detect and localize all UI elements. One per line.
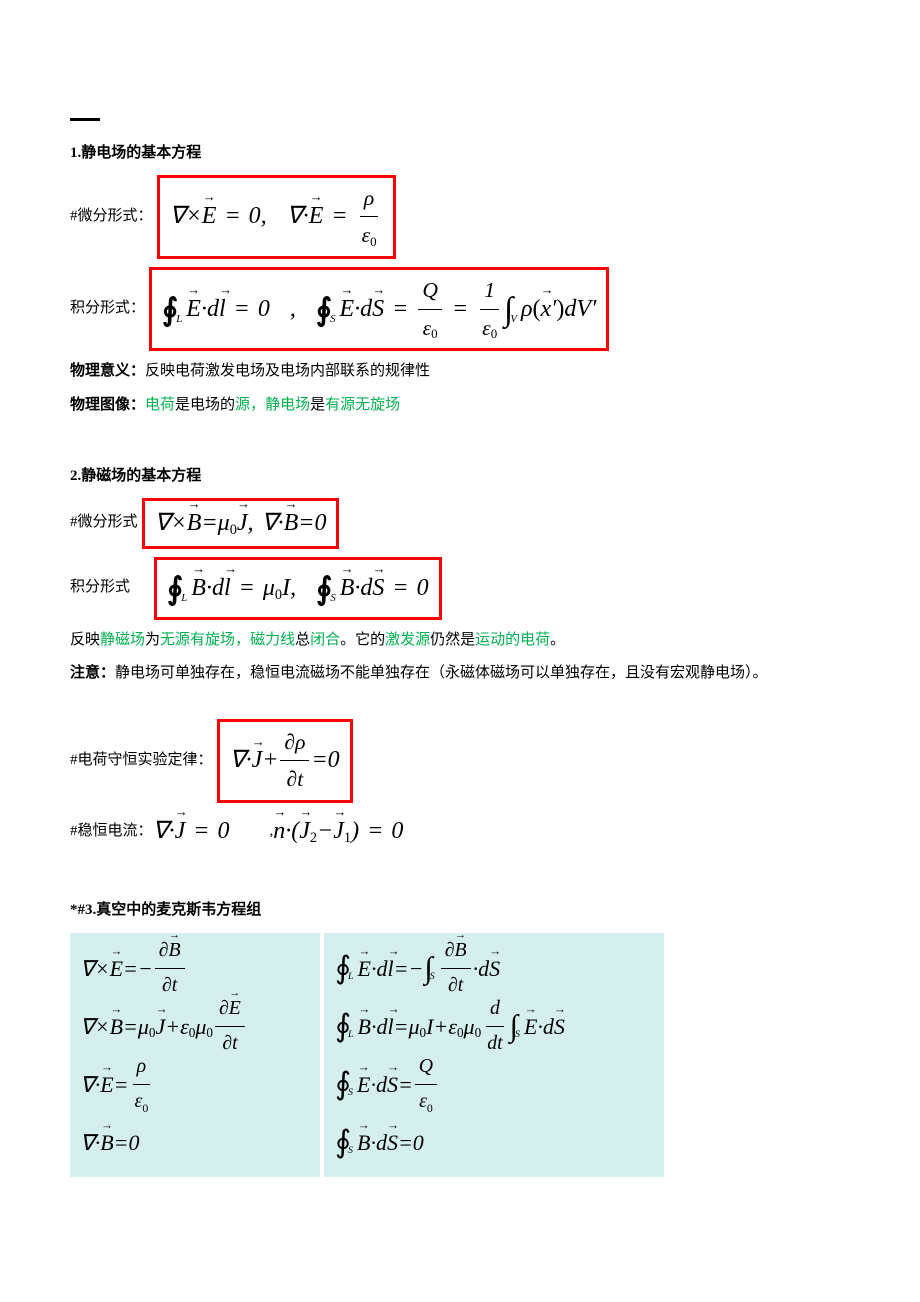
s1-meaning: 物理意义： 反映电荷激发电场及电场内部联系的规律性 [70,359,850,385]
s1-meaning-text: 反映电荷激发电场及电场内部联系的规律性 [145,359,430,385]
s1-img3b: 是 [310,393,325,419]
s2-steady-eq1: ∇·J=0 [153,811,230,852]
s2-int-eq: ∮LB·dl=μ0I, ∮SB·dS=0 [167,562,429,615]
s1-meaning-label: 物理意义： [70,359,145,385]
s2-int-row: 积分形式 ∮LB·dl=μ0I, ∮SB·dS=0 [70,557,850,620]
section-divider [70,118,850,133]
s1-int-box: ∮LE·dl=0, ∮SE·dS= Qε0 = 1ε0 ∫Vρ(x′)dV′ [149,267,609,351]
mx-l4: ∇·B=0 [80,1124,140,1161]
section3-title: *#3.真空中的麦克斯韦方程组 [70,898,850,924]
s1-int-row: 积分形式： ∮LE·dl=0, ∮SE·dS= Qε0 = 1ε0 ∫Vρ(x′… [70,267,850,351]
s1-img3: 静电场 [265,393,310,419]
k2: 静磁场 [100,628,145,654]
k4: 无源有旋场， [160,628,250,654]
s1-diff-row: #微分形式： ∇×E=0, ∇·E= ρε0 [70,175,850,259]
s1-img1: 电荷 [145,393,175,419]
s2-charge-label: #电荷守恒实验定律： [70,748,213,774]
k3: 为 [145,628,160,654]
s2-steady-eq2: n·(J2−J1)=0 [273,811,403,852]
s1-diff-label: #微分形式： [70,204,153,230]
s2-charge-row: #电荷守恒实验定律： ∇·J+∂ρ∂t=0 [70,719,850,803]
s2-note: 注意： 静电场可单独存在，稳恒电流磁场不能单独存在（永磁体磁场可以单独存在，且没… [70,661,850,687]
s1-img1b: 是电场的 [175,393,235,419]
section1-title: 1.静电场的基本方程 [70,141,850,167]
s2-charge-eq: ∇·J+∂ρ∂t=0 [230,724,340,798]
s2-int-label: 积分形式 [70,575,130,601]
s2-diff-eq: ∇×B=μ0J,∇·B=0 [155,503,327,544]
s2-reflect: 反映 静磁场 为 无源有旋场， 磁力线 总 闭合 。它的 激发源 仍然是 运动的… [70,628,850,654]
s2-note-text: 静电场可单独存在，稳恒电流磁场不能单独存在（永磁体磁场可以单独存在，且没有宏观静… [115,661,768,687]
s2-diff-box: ∇×B=μ0J,∇·B=0 [142,498,340,549]
s1-image: 物理图像： 电荷 是电场的 源， 静电场 是 有源无旋场 [70,393,850,419]
k7: 闭合 [310,628,340,654]
s1-img4: 有源无旋场 [325,393,400,419]
maxwell-container: ∇×E=−∂B∂t ∇×B=μ0J+ε0μ0∂E∂t ∇·E=ρε0 ∇·B=0… [70,931,850,1179]
k11: 运动的电荷 [475,628,550,654]
k12: 。 [550,628,565,654]
mx-l3: ∇·E=ρε0 [80,1050,154,1118]
s2-diff-label: #微分形式 [70,510,138,536]
mx-r4: ∮SB·dS=0 [334,1116,424,1168]
k10: 仍然是 [430,628,475,654]
k6: 总 [295,628,310,654]
s1-diff-box: ∇×E=0, ∇·E= ρε0 [157,175,396,259]
maxwell-left: ∇×E=−∂B∂t ∇×B=μ0J+ε0μ0∂E∂t ∇·E=ρε0 ∇·B=0 [70,933,320,1177]
k9: 激发源 [385,628,430,654]
s2-diff-row: #微分形式 ∇×B=μ0J,∇·B=0 [70,498,850,549]
mx-r3: ∮SE·dS=Qε0 [334,1050,439,1118]
maxwell-right: ∮LE·dl=−∫S∂B∂t·dS ∮LB·dl=μ0I+ε0μ0ddt∫SE·… [324,933,664,1177]
k5: 磁力线 [250,628,295,654]
s2-note-label: 注意： [70,661,115,687]
s1-image-label: 物理图像： [70,393,145,419]
section2-title: 2.静磁场的基本方程 [70,464,850,490]
k1: 反映 [70,628,100,654]
s1-int-label: 积分形式： [70,296,145,322]
s2-int-box: ∮LB·dl=μ0I, ∮SB·dS=0 [154,557,442,620]
s1-int-eq: ∮LE·dl=0, ∮SE·dS= Qε0 = 1ε0 ∫Vρ(x′)dV′ [162,272,596,346]
s1-img2: 源， [235,393,265,419]
k8: 。它的 [340,628,385,654]
s1-diff-eq: ∇×E=0, ∇·E= ρε0 [170,180,383,254]
s2-charge-box: ∇·J+∂ρ∂t=0 [217,719,353,803]
s2-steady-label: #稳恒电流： [70,819,153,845]
s2-steady-row: #稳恒电流： ∇·J=0 , n·(J2−J1)=0 [70,811,850,852]
